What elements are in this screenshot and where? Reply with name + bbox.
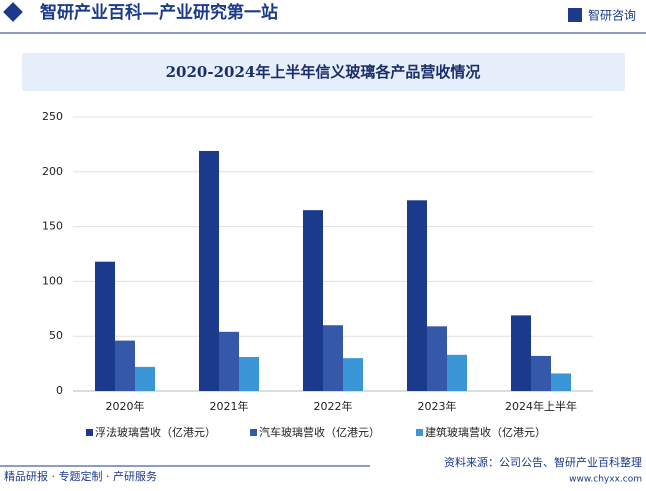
title-box [22, 53, 625, 91]
bar [115, 340, 135, 391]
legend-label: 建筑玻璃营收（亿港元） [425, 425, 546, 439]
bar [135, 366, 155, 391]
chart-title: 2020-2024年上半年信义玻璃各产品营收情况 [166, 63, 481, 81]
bar [511, 315, 531, 391]
x-tick-label: 2020年 [106, 399, 145, 413]
header-title: 智研产业百科—产业研究第一站 [40, 2, 278, 23]
legend-label: 汽车玻璃营收（亿港元） [259, 425, 380, 439]
logo-icon [568, 8, 582, 22]
bar [199, 150, 219, 391]
footer-url: www.chyxx.com [569, 475, 642, 485]
header-icon [3, 2, 23, 22]
legend-swatch [86, 429, 93, 436]
logo-text: 智研咨询 [588, 8, 636, 23]
y-tick-label: 200 [42, 165, 63, 178]
bar [447, 354, 467, 391]
bar [343, 358, 363, 391]
bar [219, 331, 239, 391]
bar [323, 325, 343, 391]
bar [95, 261, 115, 391]
y-tick-label: 0 [56, 384, 63, 397]
footer-left: 精品研报 · 专题定制 · 产研服务 [4, 469, 157, 483]
y-tick-label: 100 [42, 274, 63, 287]
bar [407, 200, 427, 391]
x-tick-label: 2023年 [418, 399, 457, 413]
legend-swatch [250, 429, 257, 436]
y-tick-label: 150 [42, 220, 63, 233]
y-tick-label: 250 [42, 110, 63, 123]
bar [551, 373, 571, 391]
footer-source: 资料来源：公司公告、智研产业百科整理 [444, 455, 642, 469]
legend-label: 浮法玻璃营收（亿港元） [95, 425, 216, 439]
bar [239, 357, 259, 391]
x-tick-label: 2021年 [210, 399, 249, 413]
x-tick-label: 2022年 [314, 399, 353, 413]
y-tick-label: 50 [49, 329, 63, 342]
bar [303, 210, 323, 391]
bar [531, 355, 551, 391]
legend-swatch [416, 429, 423, 436]
bar [427, 326, 447, 391]
x-tick-label: 2024年上半年 [505, 399, 577, 413]
